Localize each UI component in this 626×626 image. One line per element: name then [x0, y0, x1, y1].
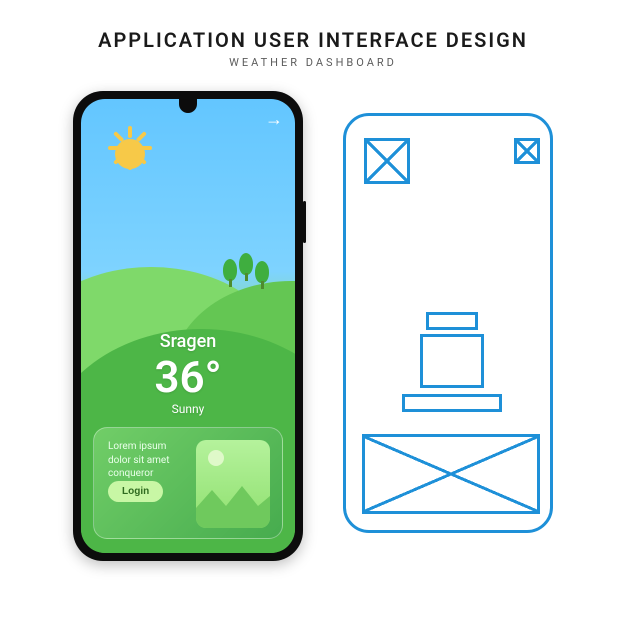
wireframe-sun-box: [364, 138, 410, 184]
card-illustration: [196, 440, 270, 528]
illus-sun-icon: [208, 450, 224, 466]
card-text: Lorem ipsum dolor sit amet conqueror: [108, 440, 186, 481]
tree-icon: [223, 259, 237, 287]
page-subtitle: WEATHER DASHBOARD: [229, 56, 397, 69]
temperature-value: 36°: [81, 354, 295, 400]
wireframe-frame: [343, 113, 553, 533]
wireframe-cond-box: [402, 394, 502, 412]
page-title: APPLICATION USER INTERFACE DESIGN: [98, 28, 528, 52]
login-button[interactable]: Login: [108, 481, 163, 502]
phone-frame: →: [73, 91, 303, 561]
phone-notch: [179, 99, 197, 113]
sun-icon: [115, 139, 145, 169]
wireframe-card-box: [362, 434, 540, 514]
card-line: conqueror: [108, 468, 153, 479]
illus-mountain-icon: [196, 482, 270, 528]
tree-icon: [255, 261, 269, 289]
condition-label: Sunny: [81, 402, 295, 416]
tree-icon: [239, 253, 253, 281]
info-card: Lorem ipsum dolor sit amet conqueror Log…: [93, 427, 283, 539]
wireframe-city-box: [426, 312, 478, 330]
wireframe-temp-box: [420, 334, 484, 388]
content-row: →: [73, 91, 553, 561]
wireframe-arrow-box: [514, 138, 540, 164]
city-label: Sragen: [81, 331, 295, 352]
next-arrow-icon[interactable]: →: [265, 109, 283, 130]
weather-block: Sragen 36° Sunny: [81, 331, 295, 416]
card-line: dolor sit amet: [108, 455, 169, 466]
card-line: Lorem ipsum: [108, 441, 166, 452]
phone-screen: →: [81, 99, 295, 553]
